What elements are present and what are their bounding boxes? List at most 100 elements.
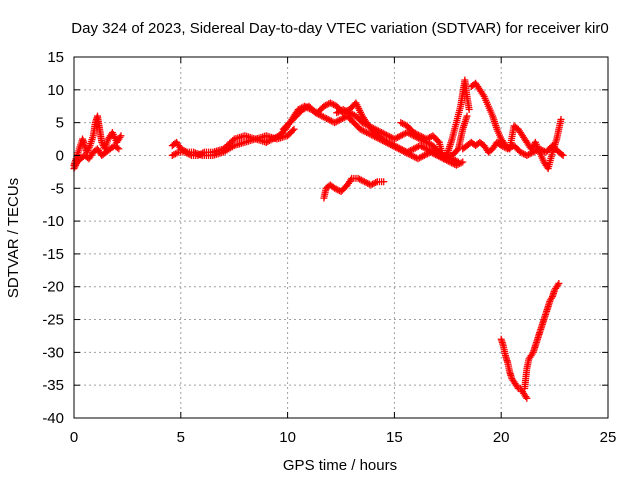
data-point xyxy=(413,130,421,138)
data-point xyxy=(197,150,205,158)
data-point xyxy=(382,138,390,146)
data-point xyxy=(499,142,507,150)
data-point xyxy=(168,151,176,159)
data-point xyxy=(170,151,178,159)
series-arc-8 xyxy=(397,76,473,163)
data-point xyxy=(346,109,354,117)
data-point xyxy=(518,149,526,157)
data-point xyxy=(98,138,106,146)
data-point xyxy=(115,145,123,153)
data-point xyxy=(410,145,418,153)
data-point xyxy=(186,151,194,159)
data-point xyxy=(347,176,355,184)
data-point xyxy=(376,128,384,136)
data-point xyxy=(344,108,352,116)
data-point xyxy=(367,181,375,189)
data-point xyxy=(361,128,369,136)
data-point xyxy=(419,152,427,160)
data-point xyxy=(336,107,344,115)
data-point xyxy=(413,143,421,151)
data-point xyxy=(403,128,411,136)
data-point xyxy=(363,128,371,136)
series-arc-13 xyxy=(521,279,563,392)
series-arc-12 xyxy=(497,335,531,402)
data-point xyxy=(194,151,202,159)
data-point xyxy=(555,279,563,287)
data-point xyxy=(459,158,467,166)
data-point xyxy=(443,150,451,158)
data-point xyxy=(371,133,379,141)
data-point xyxy=(419,133,427,141)
data-point xyxy=(289,127,297,135)
data-point xyxy=(422,135,430,143)
x-tick-label: 5 xyxy=(177,429,185,446)
data-point xyxy=(331,184,339,192)
data-point xyxy=(397,132,405,140)
data-point xyxy=(520,150,528,158)
data-point xyxy=(394,133,402,141)
data-point xyxy=(513,383,521,391)
data-point xyxy=(422,151,430,159)
data-point xyxy=(362,120,370,128)
data-point xyxy=(454,160,462,168)
data-point xyxy=(416,142,424,150)
data-point xyxy=(356,175,364,183)
data-point xyxy=(385,140,393,148)
data-point xyxy=(393,144,401,152)
data-point xyxy=(378,128,386,136)
data-point xyxy=(526,150,534,158)
data-point xyxy=(321,114,329,122)
data-point xyxy=(452,161,460,169)
y-tick-label: -35 xyxy=(42,377,64,394)
data-point xyxy=(334,117,342,125)
data-point xyxy=(428,149,436,157)
series-arc-10 xyxy=(459,138,567,159)
data-point xyxy=(497,142,505,150)
data-point xyxy=(448,159,456,167)
x-tick-label: 0 xyxy=(70,429,78,446)
data-point xyxy=(369,180,377,188)
data-point xyxy=(316,111,324,119)
data-point xyxy=(272,133,280,141)
data-point xyxy=(342,107,350,115)
data-point xyxy=(337,115,345,123)
data-point xyxy=(418,133,426,141)
data-point xyxy=(184,150,192,158)
data-point xyxy=(395,133,403,141)
data-point xyxy=(398,131,406,139)
data-point xyxy=(379,137,387,145)
data-point xyxy=(400,120,408,128)
data-point xyxy=(419,143,427,151)
data-point xyxy=(421,144,429,152)
data-point xyxy=(407,151,415,159)
data-point xyxy=(315,110,323,118)
data-point xyxy=(333,109,341,117)
data-point xyxy=(354,174,362,182)
data-point xyxy=(327,117,335,125)
data-point xyxy=(410,128,418,136)
data-point xyxy=(323,115,331,123)
data-point xyxy=(270,134,278,142)
data-point xyxy=(365,122,373,130)
data-point xyxy=(339,115,347,123)
data-point xyxy=(84,147,92,155)
data-point xyxy=(326,116,334,124)
data-point xyxy=(397,119,405,127)
data-point xyxy=(529,148,537,156)
series-arc-2 xyxy=(70,142,123,173)
data-point xyxy=(416,132,424,140)
data-point xyxy=(411,129,419,137)
data-point xyxy=(516,148,524,156)
data-point xyxy=(375,135,383,143)
data-point xyxy=(400,130,408,138)
series-arc-6 xyxy=(279,102,467,169)
data-point xyxy=(330,101,338,109)
data-point xyxy=(372,133,380,141)
y-tick-label: -25 xyxy=(42,312,64,329)
data-point xyxy=(404,150,412,158)
data-point xyxy=(371,125,379,133)
data-point xyxy=(323,101,331,109)
data-point xyxy=(390,135,398,143)
data-point xyxy=(415,154,423,162)
data-point xyxy=(504,145,512,153)
